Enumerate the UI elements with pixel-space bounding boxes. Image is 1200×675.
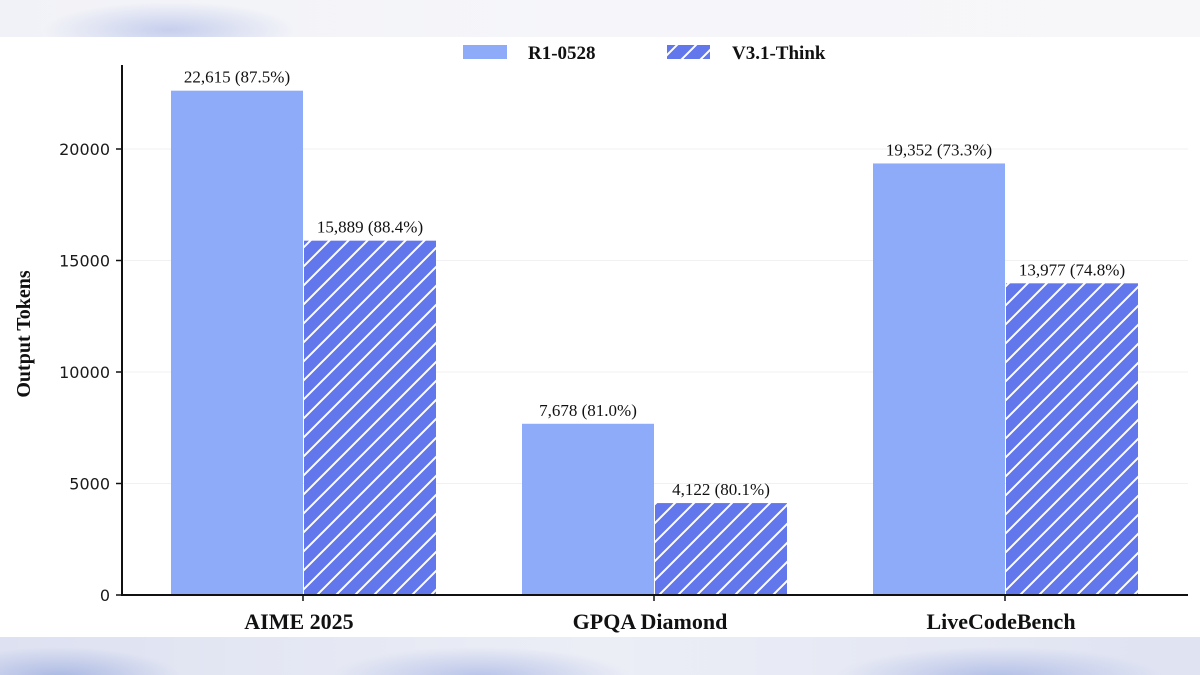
legend-swatch-r1-0528 [463, 45, 507, 59]
y-tick-label: 20000 [59, 140, 110, 159]
data-labels: 22,615 (87.5%) 15,889 (88.4%) 7,678 (81.0%… [184, 68, 1125, 499]
y-axis-title: Output Tokens [13, 270, 35, 398]
y-tick-label: 5000 [69, 475, 110, 494]
bars [171, 90, 1138, 596]
legend-label-v3-1-think: V3.1-Think [732, 43, 826, 64]
bar-r1-0528-aime-2025 [171, 90, 303, 596]
data-label: 13,977 (74.8%) [1019, 260, 1125, 279]
bar-r1-0528-gpqa-diamond [522, 423, 654, 595]
x-tick-label: GPQA Diamond [573, 609, 728, 634]
y-tick-label: 15000 [59, 252, 110, 271]
x-axis-ticks: AIME 2025 GPQA Diamond LiveCodeBench [244, 595, 1076, 634]
legend-item-r1-0528[interactable]: R1-0528 [463, 43, 596, 64]
y-tick-label: 10000 [59, 363, 110, 382]
x-tick-label: LiveCodeBench [926, 609, 1075, 634]
legend: R1-0528 V3.1-Think [463, 43, 826, 64]
legend-label-r1-0528: R1-0528 [528, 43, 596, 64]
data-label: 4,122 (80.1%) [672, 480, 770, 499]
bar-v3-1-think-gpqa-diamond [655, 503, 787, 595]
bar-r1-0528-livecodebench [873, 163, 1005, 596]
bottom-background-band [0, 637, 1200, 675]
bar-v3-1-think-aime-2025 [304, 240, 436, 595]
data-label: 22,615 (87.5%) [184, 68, 290, 87]
y-axis-ticks: 0 5000 10000 15000 20000 [59, 140, 122, 605]
data-label: 15,889 (88.4%) [317, 218, 423, 237]
y-tick-label: 0 [100, 586, 110, 605]
legend-swatch-v3-1-think [667, 45, 710, 59]
data-label: 19,352 (73.3%) [886, 140, 992, 159]
x-tick-label: AIME 2025 [244, 609, 353, 634]
bar-v3-1-think-livecodebench [1006, 283, 1138, 595]
data-label: 7,678 (81.0%) [539, 401, 637, 420]
legend-item-v3-1-think[interactable]: V3.1-Think [667, 43, 826, 64]
